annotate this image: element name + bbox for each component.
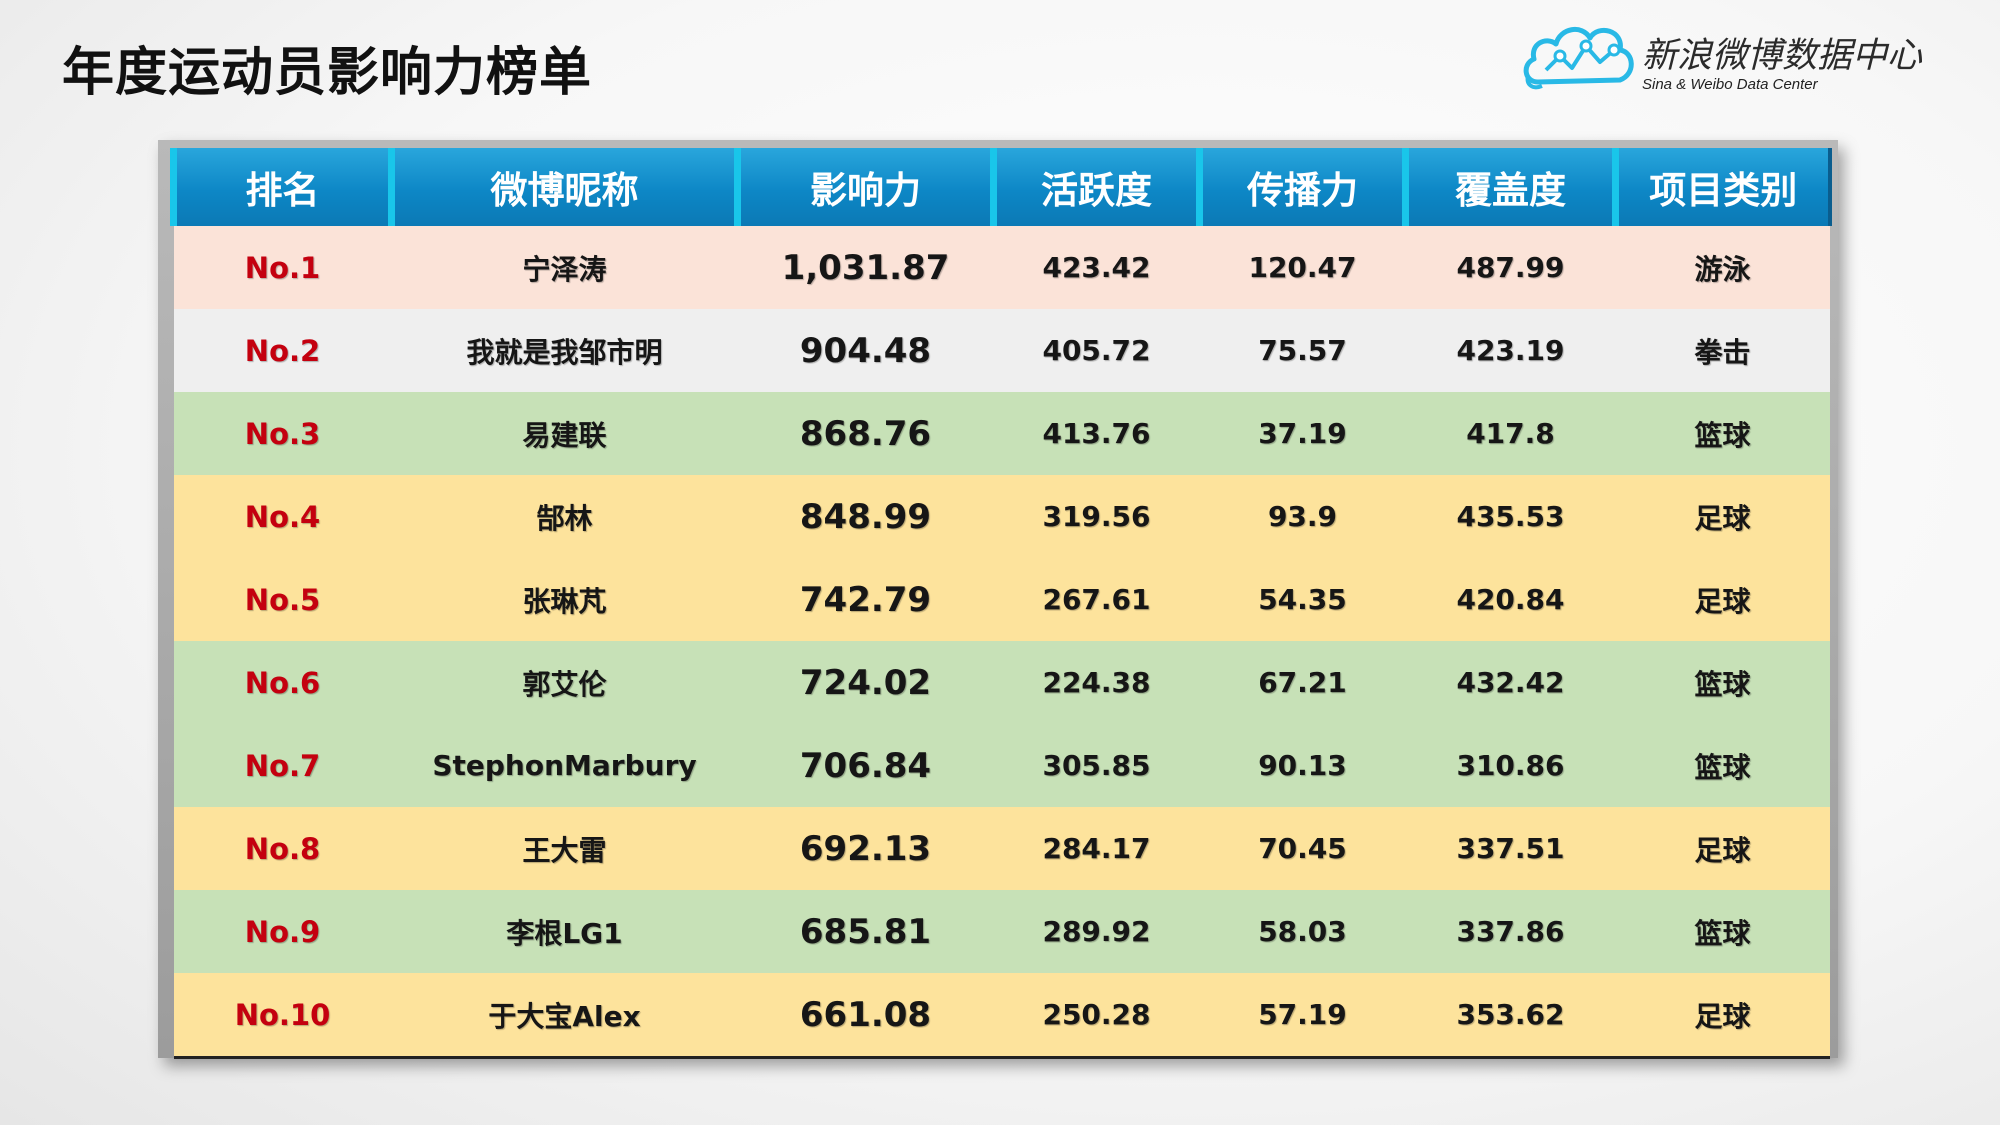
activity-cell: 423.42: [1042, 251, 1151, 284]
table-row: No.2 我就是我邹市明 904.48 405.72 75.57 423.19 …: [173, 309, 1830, 392]
activity-cell: 250.28: [993, 973, 1200, 1059]
cloud-chart-icon: [1523, 27, 1634, 90]
coverage-cell: 420.84: [1456, 583, 1565, 616]
rank-cell: No.4: [244, 499, 321, 534]
spread-cell: 120.47: [1248, 251, 1357, 284]
coverage-cell: 337.51: [1456, 832, 1565, 865]
athlete-influence-table: 排名 微博昵称 影响力 活跃度 传播力 覆盖度 项目类别 No.1 宁泽涛 1,…: [170, 148, 1832, 1059]
table-row: No.1 宁泽涛 1,031.87 423.42 120.47 487.99 游…: [173, 226, 1830, 309]
sina-weibo-data-center-logo: 新浪微博数据中心 Sina & Weibo Data Center: [1520, 12, 1980, 102]
category-cell: 足球: [1615, 973, 1830, 1059]
nickname-cell: 宁泽涛: [522, 252, 607, 286]
activity-cell: 284.17: [1042, 832, 1151, 865]
coverage-cell: 417.8: [1466, 417, 1555, 450]
rank-cell: No.9: [244, 914, 321, 949]
spread-cell: 54.35: [1258, 583, 1347, 616]
influence-cell: 685.81: [799, 911, 932, 952]
category-cell: 拳击: [1694, 335, 1751, 369]
activity-cell: 405.72: [1042, 334, 1151, 367]
coverage-cell: 435.53: [1456, 500, 1565, 533]
coverage-cell: 432.42: [1456, 666, 1565, 699]
category-cell: 篮球: [1694, 667, 1751, 701]
table-row: No.10 于大宝Alex 661.08 250.28 57.19 353.62…: [173, 973, 1830, 1059]
spread-cell: 90.13: [1258, 749, 1347, 782]
ranking-table-frame: 排名 微博昵称 影响力 活跃度 传播力 覆盖度 项目类别 No.1 宁泽涛 1,…: [158, 140, 1838, 1059]
rank-cell: No.3: [244, 416, 321, 451]
header-nickname: 微博昵称: [388, 148, 740, 226]
header-influence: 影响力: [734, 148, 996, 226]
category-cell: 篮球: [1694, 418, 1751, 452]
nickname-cell: 于大宝Alex: [391, 973, 738, 1059]
coverage-cell: 310.86: [1456, 749, 1565, 782]
table-row: No.3 易建联 868.76 413.76 37.19 417.8 篮球: [173, 392, 1830, 475]
influence-cell: 868.76: [799, 413, 932, 454]
table-row: No.8 王大雷 692.13 284.17 70.45 337.51 足球: [173, 807, 1830, 890]
rank-cell: No.7: [244, 748, 321, 783]
header-category: 项目类别: [1612, 148, 1832, 226]
coverage-cell: 423.19: [1456, 334, 1565, 367]
influence-cell: 848.99: [799, 496, 932, 537]
activity-cell: 289.92: [1042, 915, 1151, 948]
nickname-cell: 郜林: [536, 501, 593, 535]
influence-cell: 742.79: [799, 579, 932, 620]
influence-cell: 1,031.87: [781, 247, 950, 288]
rank-cell: No.5: [244, 582, 321, 617]
spread-cell: 57.19: [1199, 973, 1406, 1059]
influence-cell: 724.02: [799, 662, 932, 703]
header-spread: 传播力: [1196, 148, 1408, 226]
coverage-cell: 353.62: [1405, 973, 1616, 1059]
spread-cell: 70.45: [1258, 832, 1347, 865]
logo-name: 新浪微博数据中心: [1642, 36, 1923, 76]
nickname-cell: StephonMarbury: [432, 749, 697, 782]
rank-cell: No.6: [244, 665, 321, 700]
activity-cell: 319.56: [1042, 500, 1151, 533]
influence-cell: 904.48: [799, 330, 932, 371]
nickname-cell: 张琳芃: [522, 584, 607, 618]
coverage-cell: 487.99: [1456, 251, 1565, 284]
activity-cell: 305.85: [1042, 749, 1151, 782]
table-row: No.7 StephonMarbury 706.84 305.85 90.13 …: [173, 724, 1830, 807]
table-row: No.5 张琳芃 742.79 267.61 54.35 420.84 足球: [173, 558, 1830, 641]
nickname-cell: 李根LG1: [506, 916, 623, 950]
activity-cell: 413.76: [1042, 417, 1151, 450]
rank-cell: No.2: [244, 333, 321, 368]
category-cell: 篮球: [1694, 750, 1751, 784]
activity-cell: 224.38: [1042, 666, 1151, 699]
logo-subtitle: Sina & Weibo Data Center: [1642, 76, 1818, 93]
nickname-cell: 易建联: [522, 418, 607, 452]
nickname-cell: 王大雷: [522, 833, 607, 867]
spread-cell: 58.03: [1258, 915, 1347, 948]
page-title: 年度运动员影响力榜单: [62, 43, 593, 103]
category-cell: 足球: [1694, 501, 1751, 535]
nickname-cell: 我就是我邹市明: [466, 335, 663, 369]
table-header-row: 排名 微博昵称 影响力 活跃度 传播力 覆盖度 项目类别: [170, 148, 1832, 226]
header-coverage: 覆盖度: [1402, 148, 1618, 226]
spread-cell: 37.19: [1258, 417, 1347, 450]
category-cell: 足球: [1694, 833, 1751, 867]
activity-cell: 267.61: [1042, 583, 1151, 616]
header-rank: 排名: [170, 148, 394, 226]
coverage-cell: 337.86: [1456, 915, 1565, 948]
rank-cell: No.1: [244, 250, 321, 285]
table-row: No.9 李根LG1 685.81 289.92 58.03 337.86 篮球: [173, 890, 1830, 973]
influence-cell: 661.08: [737, 973, 994, 1059]
rank-cell: No.8: [244, 831, 321, 866]
influence-cell: 692.13: [799, 828, 932, 869]
header-activity: 活跃度: [990, 148, 1202, 226]
category-cell: 篮球: [1694, 916, 1751, 950]
spread-cell: 67.21: [1258, 666, 1347, 699]
nickname-cell: 郭艾伦: [522, 667, 607, 701]
spread-cell: 93.9: [1267, 500, 1338, 533]
table-row: No.4 郜林 848.99 319.56 93.9 435.53 足球: [173, 475, 1830, 558]
category-cell: 游泳: [1694, 252, 1751, 286]
influence-cell: 706.84: [799, 745, 932, 786]
rank-cell: No.10: [173, 973, 392, 1059]
table-row: No.6 郭艾伦 724.02 224.38 67.21 432.42 篮球: [173, 641, 1830, 724]
spread-cell: 75.57: [1258, 334, 1347, 367]
category-cell: 足球: [1694, 584, 1751, 618]
